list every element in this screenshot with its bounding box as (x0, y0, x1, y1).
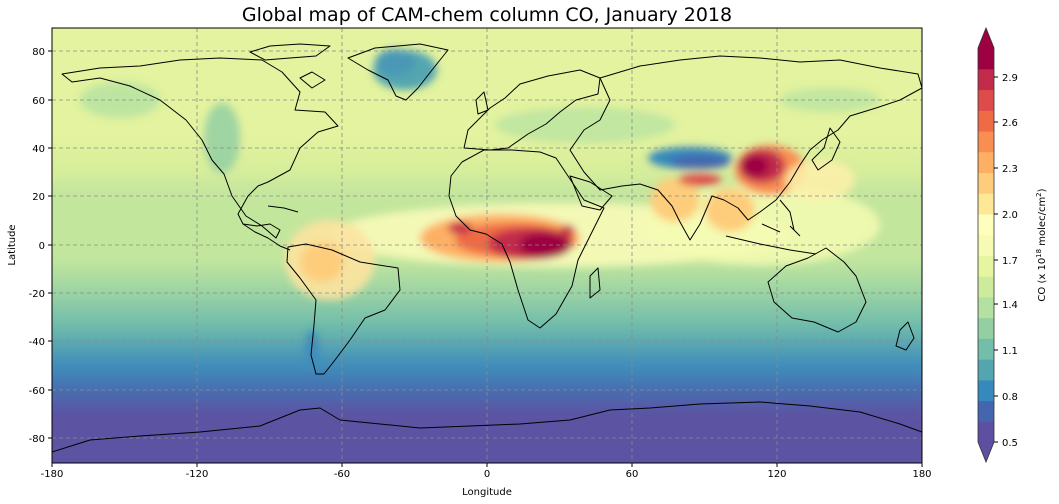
colorbar-segment (978, 89, 994, 111)
y-tick-label: 40 (32, 144, 45, 155)
y-tick-label: 20 (32, 192, 45, 203)
y-tick-label: -60 (29, 386, 45, 397)
colorbar-segment (978, 276, 994, 298)
coastlines (52, 43, 922, 453)
x-tick-label: -60 (334, 469, 350, 480)
colorbar-segment (978, 213, 994, 236)
colorbar-tick-label: 1.4 (1002, 300, 1018, 311)
colorbar-ticks: 0.5 0.8 1.1 1.4 1.7 2.0 2.3 2.6 2.9 (994, 73, 1018, 449)
coast-canadian-islands (249, 43, 331, 89)
colorbar-segment (978, 338, 994, 360)
coast-arabia (569, 175, 613, 211)
colorbar-segment (978, 193, 994, 215)
coast-philippines (779, 199, 795, 231)
coast-uk (475, 91, 489, 115)
colorbar-segment (978, 379, 994, 402)
colorbar-segment (978, 296, 994, 319)
coast-greenland (347, 43, 449, 101)
colorbar-tick-label: 1.1 (1002, 346, 1018, 357)
colorbar-tick-label: 2.9 (1002, 73, 1018, 84)
x-tick-label: 180 (912, 469, 931, 480)
colorbar-segment (978, 68, 994, 91)
coast-asia (569, 55, 922, 241)
colorbar-tick-label: 1.7 (1002, 256, 1018, 267)
colorbar-segment (978, 255, 994, 277)
colorbar-tick-label: 2.3 (1002, 164, 1018, 175)
coast-south-america (286, 243, 401, 375)
colorbar-segment (978, 130, 994, 153)
coast-new-zealand (895, 321, 915, 351)
x-tick-label: -180 (41, 469, 64, 480)
colorbar-segment (978, 151, 994, 174)
y-tick-label: -80 (29, 434, 45, 445)
colorbar: 0.5 0.8 1.1 1.4 1.7 2.0 2.3 2.6 2.9 CO (… (977, 26, 1048, 464)
coast-australia (767, 247, 867, 333)
x-axis: -180 -120 -60 0 60 120 180 Longitude (41, 463, 932, 498)
x-tick-label: -120 (186, 469, 209, 480)
colorbar-segment (978, 317, 994, 339)
colorbar-tick-label: 2.0 (1002, 210, 1018, 221)
x-axis-label: Longitude (462, 487, 512, 498)
colorbar-tick-label: 0.5 (1002, 438, 1018, 449)
x-tick-label: 60 (626, 469, 639, 480)
y-tick-label: -20 (29, 289, 45, 300)
y-axis-label: Latitude (7, 224, 18, 265)
colorbar-segment (978, 234, 994, 256)
coast-japan (811, 127, 841, 171)
y-axis: 80 60 40 20 0 -20 -40 -60 -80 Latitude (7, 47, 52, 445)
colorbar-label: CO (x 1018 molec/cm2) (1035, 188, 1048, 301)
y-tick-label: 60 (32, 96, 45, 107)
y-tick-label: -40 (29, 337, 45, 348)
coast-indonesia (725, 223, 817, 255)
x-tick-label: 0 (484, 469, 490, 480)
colorbar-segment (978, 421, 994, 443)
colorbar-tick-label: 2.6 (1002, 118, 1018, 129)
colorbar-segments (978, 48, 994, 443)
x-tick-label: 120 (767, 469, 786, 480)
coast-central-america (242, 223, 291, 251)
coast-north-america (61, 57, 339, 239)
coast-africa (448, 149, 605, 329)
map-area (52, 28, 922, 463)
coast-antarctica (52, 401, 922, 453)
chart-title: Global map of CAM-chem column CO, Januar… (242, 4, 732, 26)
coast-cuba (267, 205, 299, 213)
colorbar-segment (978, 172, 994, 194)
colorbar-extend-bottom (978, 442, 994, 462)
colorbar-tick-label: 0.8 (1002, 392, 1018, 403)
colorbar-segment (978, 359, 994, 381)
y-tick-label: 80 (32, 47, 45, 58)
coast-madagascar (589, 267, 601, 299)
colorbar-segment (978, 400, 994, 422)
gridlines (52, 28, 922, 463)
colorbar-segment (978, 48, 994, 70)
y-tick-label: 0 (39, 241, 45, 252)
colorbar-segment (978, 110, 994, 132)
colorbar-extend-top (978, 28, 994, 48)
